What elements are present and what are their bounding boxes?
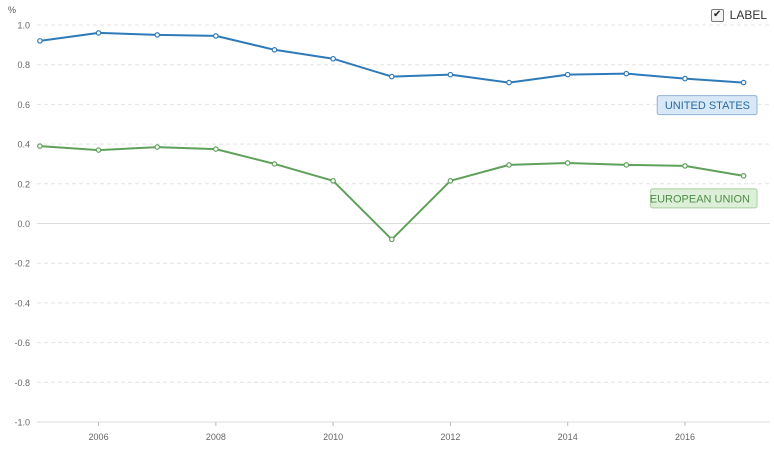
y-tick-label: 0.8 xyxy=(17,60,30,70)
series-point xyxy=(154,144,161,150)
y-tick-label: 0.4 xyxy=(17,140,30,150)
series-point xyxy=(564,71,571,78)
series-point xyxy=(447,178,454,184)
series-point xyxy=(271,161,278,167)
y-tick-label: 1.0 xyxy=(17,21,30,31)
series-point xyxy=(682,163,688,169)
series-label-text: EUROPEAN UNION xyxy=(650,193,750,205)
series-point xyxy=(213,146,219,152)
y-tick-label: 0.0 xyxy=(17,219,30,229)
label-toggle[interactable]: ✔ LABEL xyxy=(710,8,767,22)
series-line xyxy=(39,145,744,241)
y-unit-label: % xyxy=(8,5,16,15)
y-tick-label: -0.2 xyxy=(14,259,30,269)
x-tick-label: 2010 xyxy=(323,432,343,442)
series-point xyxy=(213,33,219,39)
label-toggle-text: LABEL xyxy=(729,8,767,22)
series-point xyxy=(330,178,336,184)
y-tick-label: -0.8 xyxy=(14,378,30,388)
x-tick-label: 2014 xyxy=(558,432,578,442)
series-point xyxy=(330,55,336,62)
series-point xyxy=(388,73,395,80)
x-tick-label: 2006 xyxy=(89,432,109,442)
series-point xyxy=(37,143,43,149)
series-label-box xyxy=(656,95,758,116)
series-point xyxy=(95,30,102,36)
series-point xyxy=(37,38,43,44)
series-label: UNITED STATES xyxy=(656,95,758,116)
series-label-text: UNITED STATES xyxy=(665,100,750,112)
x-tick-label: 2016 xyxy=(675,432,695,442)
series-point xyxy=(506,162,512,168)
series-point xyxy=(447,71,454,78)
series-point xyxy=(623,70,630,77)
series-point xyxy=(271,47,278,53)
series-point xyxy=(154,32,161,38)
series-point xyxy=(506,79,512,86)
y-tick-label: -0.6 xyxy=(14,338,30,348)
series-point xyxy=(682,75,688,82)
series-point xyxy=(95,147,102,153)
series-label-box xyxy=(650,188,758,209)
series-point xyxy=(388,236,395,243)
y-tick-label: 0.6 xyxy=(17,100,30,110)
x-tick-label: 2012 xyxy=(440,432,460,442)
y-tick-label: -1.0 xyxy=(14,418,30,428)
series-point xyxy=(564,160,571,166)
x-tick-label: 2008 xyxy=(206,432,226,442)
y-tick-label: -0.4 xyxy=(14,298,30,308)
label-checkbox[interactable]: ✔ xyxy=(710,8,724,22)
y-tick-label: 0.2 xyxy=(17,179,30,189)
series-label: EUROPEAN UNION xyxy=(650,188,758,209)
series-point xyxy=(740,79,747,86)
series-point xyxy=(740,173,747,179)
series-point xyxy=(623,162,630,168)
